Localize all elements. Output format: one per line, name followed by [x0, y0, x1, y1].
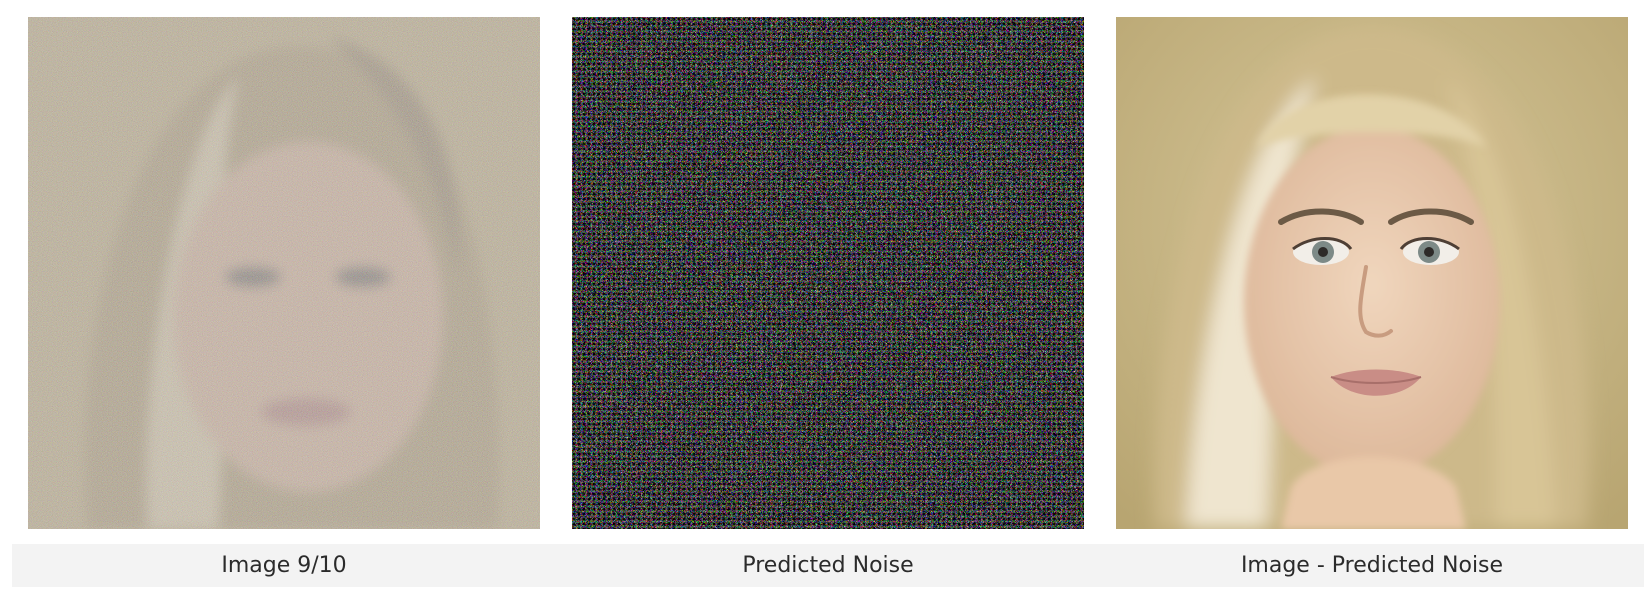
caption-bar: Image 9/10 Predicted Noise Image - Predi… — [12, 544, 1644, 587]
noisy-face-svg — [28, 17, 540, 529]
caption-predicted-noise: Predicted Noise — [742, 553, 914, 578]
predicted-noise-svg — [572, 17, 1084, 529]
predicted-noise-image — [572, 17, 1084, 529]
noisy-face-image — [28, 17, 540, 529]
caption-image-9-of-10: Image 9/10 — [221, 553, 347, 578]
denoised-face-svg — [1116, 17, 1628, 529]
denoised-face-image — [1116, 17, 1628, 529]
caption-image-minus-noise: Image - Predicted Noise — [1240, 553, 1504, 578]
